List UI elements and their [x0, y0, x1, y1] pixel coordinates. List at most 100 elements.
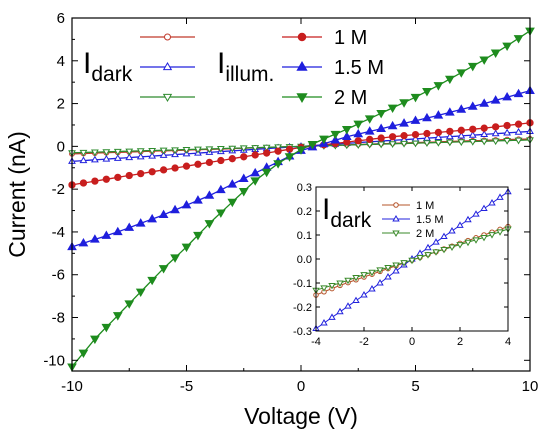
- data-point: [490, 49, 501, 58]
- data-point: [330, 135, 341, 144]
- data-point: [480, 130, 489, 137]
- data-point: [170, 254, 180, 263]
- legend-group-illum-sub: illum.: [225, 63, 274, 86]
- data-point: [353, 128, 364, 138]
- data-point: [411, 130, 420, 139]
- data-point: [444, 75, 455, 85]
- inset-data-point: [360, 272, 368, 279]
- data-point: [227, 179, 238, 188]
- inset-data-point: [360, 290, 368, 298]
- legend-marker-dark: [162, 93, 173, 103]
- data-point: [90, 335, 100, 345]
- inset-data-point: [496, 229, 504, 236]
- data-point: [502, 42, 512, 52]
- legend-marker-dark: [162, 61, 173, 71]
- data-point: [274, 147, 282, 155]
- data-point: [238, 188, 249, 197]
- inset-data-point: [464, 215, 472, 223]
- legend-group-dark-main: I: [83, 47, 91, 80]
- data-point: [410, 115, 421, 124]
- inset-x-tick-label: -2: [359, 336, 369, 348]
- legend: Idark Iillum.1 M1.5 M2 M: [83, 27, 384, 109]
- inset-data-point: [368, 269, 376, 277]
- inset-data-point: [464, 239, 472, 247]
- inset-data-point: [448, 226, 456, 234]
- data-point: [182, 162, 191, 170]
- x-tick-label: 0: [297, 378, 305, 395]
- data-point: [387, 120, 398, 130]
- data-point: [102, 175, 110, 183]
- data-point: [400, 140, 408, 148]
- legend-marker-illum: [297, 32, 307, 42]
- data-point: [238, 173, 249, 182]
- data-point: [159, 147, 168, 155]
- data-point: [239, 145, 248, 153]
- data-point: [422, 88, 432, 97]
- data-point: [456, 69, 467, 78]
- data-point: [503, 128, 512, 136]
- data-point: [102, 154, 111, 162]
- inset-x-tick-label: -4: [311, 336, 321, 348]
- data-point: [457, 126, 465, 134]
- inset-title-main: I: [322, 193, 330, 226]
- inset-data-point: [448, 244, 456, 252]
- data-point: [79, 156, 88, 164]
- data-point: [434, 128, 443, 137]
- inset-data-point: [376, 267, 384, 274]
- data-point: [171, 164, 179, 172]
- legend-group-dark-sub: dark: [91, 63, 132, 86]
- inset-y-tick-label: 0.2: [297, 206, 312, 218]
- data-point: [181, 243, 192, 253]
- data-point: [147, 213, 158, 223]
- data-point: [204, 220, 215, 229]
- data-point: [205, 146, 214, 154]
- data-point: [251, 151, 259, 159]
- data-point: [468, 130, 477, 138]
- inset-data-point: [472, 210, 480, 217]
- data-point: [90, 234, 100, 243]
- data-point: [422, 112, 432, 122]
- inset-data-point: [336, 280, 344, 288]
- data-point: [112, 312, 123, 321]
- y-tick-label: -2: [52, 181, 65, 198]
- inset-y-tick-label: 0.0: [297, 254, 312, 266]
- data-point: [136, 152, 145, 160]
- y-tick-label: -6: [52, 267, 65, 284]
- data-point: [148, 151, 157, 159]
- data-point: [159, 151, 168, 158]
- data-point: [399, 99, 409, 108]
- data-point: [353, 120, 364, 130]
- inset-data-point: [496, 193, 504, 200]
- inset-data-point: [384, 264, 392, 272]
- data-point: [112, 226, 123, 236]
- inset-data-point: [456, 221, 464, 228]
- data-point: [124, 300, 135, 309]
- inset-title: Idark: [322, 193, 372, 232]
- data-point: [423, 129, 431, 138]
- data-point: [261, 168, 272, 178]
- data-point: [78, 349, 89, 359]
- data-point: [354, 137, 362, 145]
- inset-data-point: [320, 285, 328, 292]
- inset-data-point: [344, 277, 352, 285]
- data-point: [284, 153, 295, 162]
- legend-marker-illum: [296, 93, 308, 104]
- data-point: [250, 177, 261, 186]
- data-point: [263, 149, 271, 157]
- data-point: [217, 156, 225, 165]
- inset-data-point: [432, 249, 440, 256]
- data-point: [102, 149, 111, 157]
- inset-legend-marker: [392, 214, 400, 222]
- inset-data-point: [336, 307, 344, 315]
- inset-y-tick-label: 0.1: [297, 230, 312, 242]
- inset-data-point: [488, 232, 496, 239]
- x-tick-label: 5: [411, 378, 419, 395]
- y-tick-label: 2: [57, 96, 65, 113]
- data-point: [480, 124, 488, 132]
- inset-x-tick-label: 4: [505, 336, 511, 348]
- inset-data-point: [328, 282, 336, 290]
- data-point: [388, 141, 397, 148]
- data-point: [491, 138, 500, 146]
- data-point: [491, 129, 500, 137]
- data-point: [262, 144, 271, 152]
